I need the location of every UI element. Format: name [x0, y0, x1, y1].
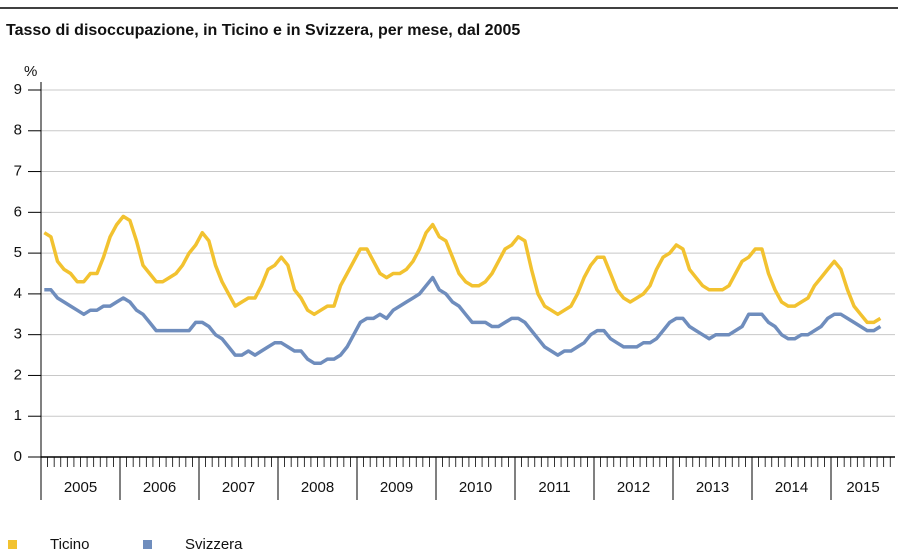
x-tick-label: 2011	[538, 479, 570, 496]
x-tick-label: 2015	[846, 479, 879, 496]
y-tick-label: 8	[14, 122, 22, 139]
y-tick-label: 2	[14, 366, 22, 383]
y-tick-label: 5	[14, 244, 22, 261]
y-tick-label: 7	[14, 163, 22, 180]
series-line	[44, 275, 882, 365]
x-tick-label: 2012	[617, 479, 650, 496]
y-tick-label: 4	[14, 285, 22, 302]
x-tick-label: 2009	[380, 479, 413, 496]
y-tick-label: 3	[14, 326, 22, 343]
series-line	[43, 214, 882, 325]
legend-swatch	[8, 540, 17, 549]
x-tick-label: 2014	[775, 479, 808, 496]
y-tick-label: 1	[14, 407, 22, 424]
chart-title: Tasso di disoccupazione, in Ticino e in …	[6, 22, 520, 39]
x-tick-label: 2007	[222, 479, 255, 496]
y-tick-label: 6	[14, 203, 22, 220]
legend-label: Ticino	[50, 536, 89, 553]
legend-swatch	[143, 540, 152, 549]
x-tick-label: 2008	[301, 479, 334, 496]
x-tick-label: 2013	[696, 479, 729, 496]
y-tick-label: 0	[14, 448, 22, 465]
x-tick-label: 2006	[143, 479, 176, 496]
y-axis-label: %	[24, 63, 37, 80]
y-tick-label: 9	[14, 81, 22, 98]
x-tick-label: 2005	[64, 479, 97, 496]
x-tick-label: 2010	[459, 479, 492, 496]
legend-label: Svizzera	[185, 536, 243, 553]
